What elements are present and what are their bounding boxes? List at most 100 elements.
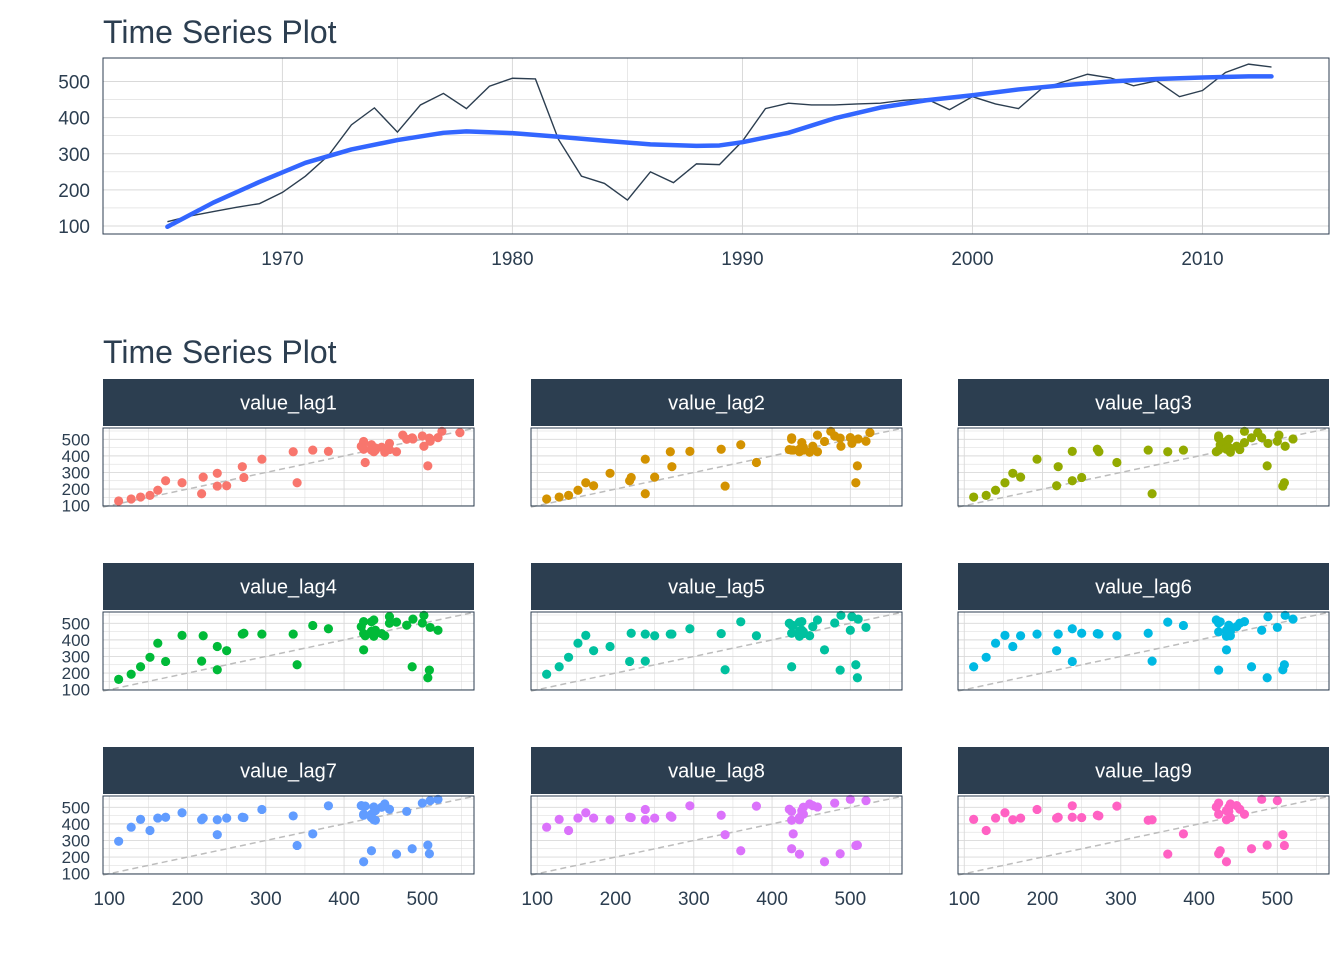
lag-point (237, 462, 247, 472)
lag-point (369, 615, 379, 625)
lag-point (292, 478, 302, 488)
lag-point (384, 612, 395, 622)
lag-point (852, 461, 862, 471)
lag-point (581, 478, 591, 488)
lag-point (1214, 809, 1224, 819)
lag-point (1263, 438, 1273, 449)
lag-point (1000, 478, 1010, 488)
lag-point (359, 628, 369, 639)
lag-point (145, 490, 155, 500)
lag-point (1052, 646, 1062, 656)
lag-point (359, 438, 369, 448)
reference-line (530, 795, 903, 876)
lag-point (851, 840, 861, 851)
lag-point (1214, 798, 1224, 808)
lag-point (787, 806, 797, 817)
panel-border (102, 795, 475, 875)
lag-point (437, 426, 447, 436)
lag-point (1246, 844, 1257, 854)
x-tick-label: 400 (1183, 889, 1215, 910)
lag-point (1239, 809, 1250, 819)
lag-point (1067, 812, 1077, 822)
strip-label: value_lag7 (240, 761, 337, 783)
lag-point (237, 812, 247, 822)
lag-point (1280, 441, 1290, 451)
lag-point (1000, 630, 1010, 641)
lag-point (626, 812, 636, 823)
lag-point (830, 618, 840, 628)
lag-point (419, 610, 429, 620)
lag-point (308, 829, 318, 839)
y-tick-label: 100 (58, 217, 90, 238)
lag-point (542, 669, 552, 679)
lag-point (720, 481, 730, 491)
lag-point (981, 490, 991, 500)
lag-point (1143, 628, 1153, 638)
x-tick-label: 100 (93, 889, 125, 910)
x-tick-label: 300 (678, 889, 710, 910)
lag-point (665, 811, 675, 821)
strip-label: value_lag6 (1095, 577, 1192, 599)
lag-point (126, 494, 136, 504)
lag-point (573, 485, 583, 495)
lag-point (197, 656, 207, 666)
lag-point (640, 815, 650, 825)
lag-point (407, 662, 417, 672)
lag-point (685, 801, 695, 811)
x-tick-label: 2000 (951, 249, 993, 270)
lag-point (990, 638, 1001, 648)
lag-point (716, 628, 726, 639)
lag-point (1053, 629, 1063, 639)
x-tick-label: 1970 (261, 249, 303, 270)
y-tick-label: 500 (62, 614, 90, 633)
lag-point (650, 472, 660, 482)
lag-point (198, 472, 208, 482)
lag-point (787, 815, 797, 825)
top-chart-title: Time Series Plot (103, 14, 337, 50)
lag-point (1112, 457, 1122, 468)
lag-point (716, 810, 726, 820)
y-tick-label: 100 (62, 865, 90, 884)
lag-point (153, 638, 163, 648)
lag-point (1224, 620, 1234, 630)
facet-value_lag5: value_lag5 (530, 563, 903, 692)
lag-point (359, 857, 369, 867)
lag-point (419, 441, 429, 451)
lag-point (1008, 468, 1018, 478)
lag-point (288, 447, 298, 457)
y-tick-label: 500 (58, 72, 90, 93)
reference-line (530, 611, 903, 692)
lag-point (1214, 431, 1224, 441)
lag-point (861, 436, 871, 446)
lag-point (751, 457, 762, 468)
lag-point (177, 808, 187, 818)
lag-point (830, 798, 840, 808)
series-line-smooth (165, 74, 1274, 230)
lag-point (1214, 849, 1224, 859)
lag-point (1077, 812, 1087, 823)
lag-point (1272, 796, 1282, 806)
lag-point (969, 662, 979, 672)
lag-point (145, 652, 155, 662)
lag-point (1092, 444, 1102, 454)
lag-point (257, 454, 267, 464)
lag-point (542, 494, 552, 504)
lag-point (424, 665, 434, 675)
lag-point (308, 620, 318, 631)
lag-point (1163, 447, 1173, 457)
lag-point (433, 625, 443, 635)
lag-point (1008, 815, 1018, 825)
lag-point (288, 629, 298, 639)
lag-point (1163, 617, 1173, 627)
reference-line (102, 427, 475, 508)
strip-label: value_lag8 (668, 761, 765, 783)
lag-point (1016, 631, 1026, 641)
lag-point (845, 625, 855, 635)
x-tick-label: 100 (521, 889, 553, 910)
lag-point (212, 830, 222, 840)
lag-point (424, 849, 434, 859)
x-tick-label: 500 (834, 889, 866, 910)
lag-point (1032, 804, 1042, 815)
lag-point (433, 794, 443, 804)
